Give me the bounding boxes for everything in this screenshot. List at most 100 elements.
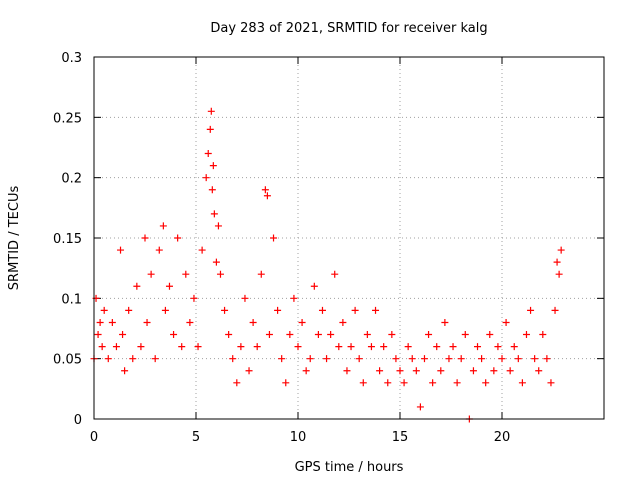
data-point (182, 270, 190, 278)
data-point (143, 318, 151, 326)
data-point (261, 186, 269, 194)
data-point (125, 306, 133, 314)
data-point (282, 379, 290, 387)
data-point (253, 343, 261, 351)
chart-title: Day 283 of 2021, SRMTID for receiver kal… (210, 21, 487, 36)
data-point (290, 294, 298, 302)
data-point (441, 318, 449, 326)
data-point (557, 246, 565, 254)
data-point (98, 343, 106, 351)
data-point (392, 355, 400, 363)
data-point (367, 343, 375, 351)
data-point (112, 343, 120, 351)
data-point (429, 379, 437, 387)
data-point (531, 355, 539, 363)
y-tick-label: 0.15 (53, 232, 82, 247)
data-point (94, 331, 102, 339)
data-point (141, 234, 149, 242)
data-point (482, 379, 490, 387)
data-point (198, 246, 206, 254)
x-tick-label: 0 (90, 430, 98, 445)
data-point (190, 294, 198, 302)
data-point (278, 355, 286, 363)
data-point (445, 355, 453, 363)
data-point (453, 379, 461, 387)
data-point (420, 355, 428, 363)
data-point (245, 367, 253, 375)
data-point (306, 355, 314, 363)
data-point (207, 107, 215, 115)
data-point (249, 318, 257, 326)
data-point (425, 331, 433, 339)
data-point (302, 367, 310, 375)
data-point (555, 270, 563, 278)
data-point (216, 270, 224, 278)
x-tick-label: 10 (290, 430, 307, 445)
data-point (310, 282, 318, 290)
data-point (351, 306, 359, 314)
data-point (221, 306, 229, 314)
data-point (412, 367, 420, 375)
data-point (147, 270, 155, 278)
data-point (437, 367, 445, 375)
data-point (318, 306, 326, 314)
data-point (165, 282, 173, 290)
data-point (229, 355, 237, 363)
x-tick-label: 5 (192, 430, 200, 445)
y-tick-label: 0.25 (53, 111, 82, 126)
data-point (314, 331, 322, 339)
data-point (263, 192, 271, 200)
data-point (335, 343, 343, 351)
data-point (178, 343, 186, 351)
data-point (543, 355, 551, 363)
data-point (298, 318, 306, 326)
data-point (174, 234, 182, 242)
grid-lines (94, 57, 604, 419)
data-point (547, 379, 555, 387)
data-point (408, 355, 416, 363)
data-point (388, 331, 396, 339)
data-point (129, 355, 137, 363)
data-point (151, 355, 159, 363)
data-point (355, 355, 363, 363)
data-point (327, 331, 335, 339)
data-point (212, 258, 220, 266)
data-point (514, 355, 522, 363)
y-tick-label: 0.2 (61, 172, 82, 187)
data-point (161, 306, 169, 314)
x-tick-label: 20 (494, 430, 511, 445)
data-point (461, 331, 469, 339)
data-point (274, 306, 282, 314)
data-point (286, 331, 294, 339)
data-point (225, 331, 233, 339)
data-point (469, 367, 477, 375)
data-point (539, 331, 547, 339)
data-point (518, 379, 526, 387)
data-point (119, 331, 127, 339)
data-point (100, 306, 108, 314)
data-point (433, 343, 441, 351)
data-point (210, 210, 218, 218)
data-point (416, 403, 424, 411)
y-tick-label: 0 (74, 413, 82, 428)
data-point (137, 343, 145, 351)
data-points (90, 107, 565, 423)
data-point (551, 306, 559, 314)
data-point (241, 294, 249, 302)
data-point (486, 331, 494, 339)
y-axis-label: SRMTID / TECUs (7, 186, 22, 291)
data-point (494, 343, 502, 351)
data-point (155, 246, 163, 254)
data-point (502, 318, 510, 326)
data-point (96, 318, 104, 326)
data-point (396, 367, 404, 375)
x-tick-label: 15 (392, 430, 409, 445)
data-point (522, 331, 530, 339)
data-point (347, 343, 355, 351)
data-point (133, 282, 141, 290)
data-point (372, 306, 380, 314)
data-point (363, 331, 371, 339)
data-point (331, 270, 339, 278)
axis-ticks: 0 5 10 15 20 0 0.05 0.1 0.15 0.2 0.25 0.3 (53, 51, 604, 445)
